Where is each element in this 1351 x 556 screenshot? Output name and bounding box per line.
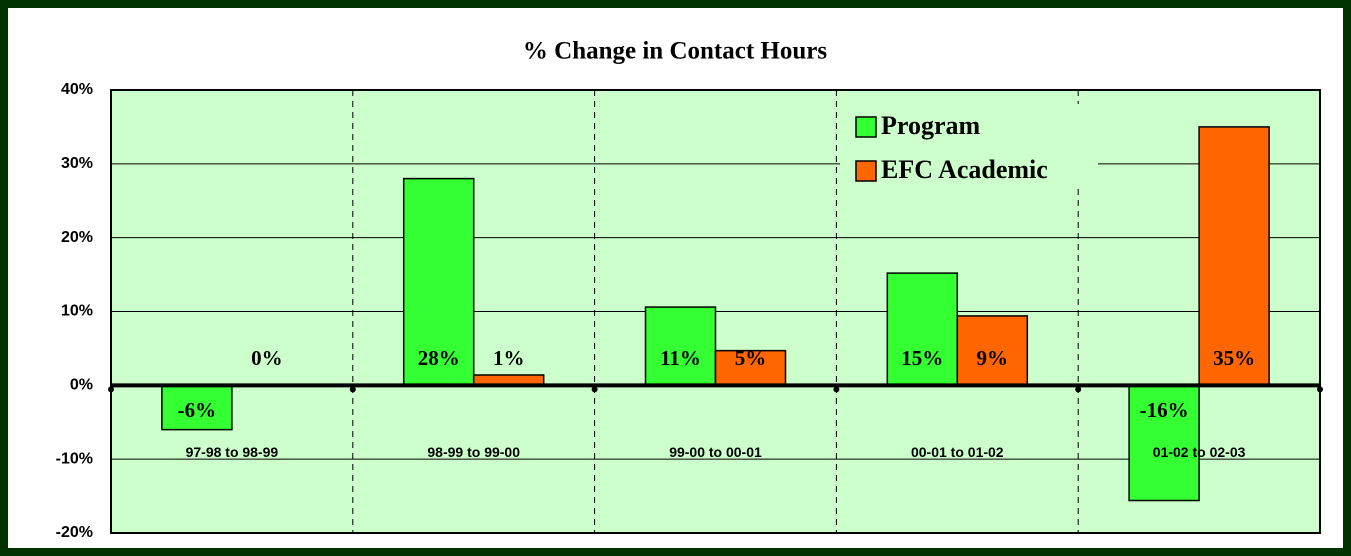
y-tick-label: 40% (61, 81, 93, 98)
x-tick-label: 99-00 to 00-01 (669, 444, 762, 460)
axis-dot (1075, 386, 1082, 393)
legend-label: EFC Academic (881, 155, 1048, 184)
x-tick-label: 97-98 to 98-99 (186, 444, 279, 460)
legend-swatch (855, 160, 877, 182)
y-tick-label: 20% (61, 229, 93, 246)
legend-swatch (855, 116, 877, 138)
bar (956, 315, 1029, 387)
y-tick-label: 10% (61, 303, 93, 320)
axis-dot (833, 386, 840, 393)
value-label: 1% (493, 346, 525, 370)
axis-dot (349, 386, 356, 393)
legend-label: Program (881, 111, 980, 140)
legend-box (840, 104, 1098, 186)
bar (161, 384, 233, 431)
bar (402, 177, 475, 387)
y-tick-label: 0% (70, 377, 93, 394)
value-label: 11% (660, 346, 701, 370)
plot-border (110, 89, 1321, 534)
x-tick-label: 00-01 to 01-02 (911, 444, 1004, 460)
chart-title: % Change in Contact Hours (523, 38, 827, 65)
bar (714, 349, 787, 387)
y-tick-label: -20% (56, 524, 93, 541)
bar (1128, 384, 1200, 502)
bar (1198, 126, 1270, 387)
value-label: 28% (418, 346, 460, 370)
x-tick-label: 01-02 to 02-03 (1153, 444, 1246, 460)
value-label: -16% (1140, 398, 1189, 422)
value-label: 5% (735, 346, 767, 370)
value-label: 35% (1213, 346, 1255, 370)
y-tick-label: -10% (56, 450, 93, 467)
value-label: -6% (178, 398, 217, 422)
value-label: 9% (977, 346, 1009, 370)
x-tick-label: 98-99 to 99-00 (427, 444, 520, 460)
axis-dot (591, 386, 598, 393)
y-tick-label: 30% (61, 155, 93, 172)
value-label: 15% (901, 346, 943, 370)
value-label: 0% (251, 346, 283, 370)
